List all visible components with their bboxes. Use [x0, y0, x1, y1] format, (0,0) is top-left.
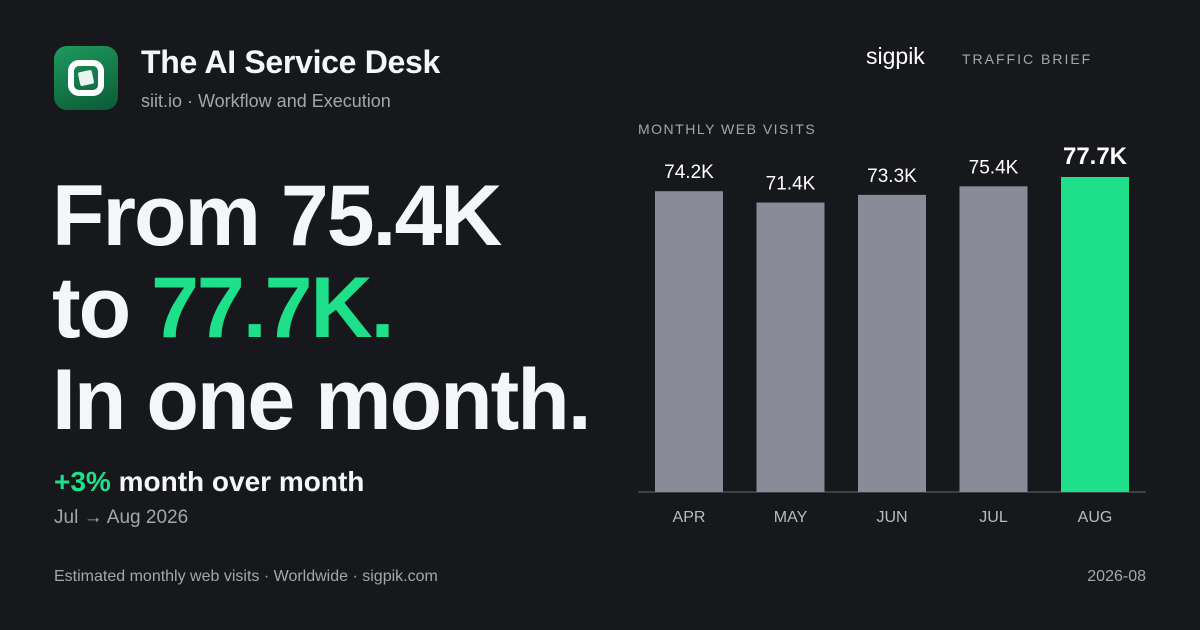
data-label-aug: 77.7K [1063, 143, 1128, 170]
change-text: month over month [110, 466, 365, 497]
tick-label-apr: APR [673, 509, 706, 526]
tick-label-jul: JUL [979, 509, 1008, 526]
chart-title: MONTHLY WEB VISITS [638, 121, 817, 137]
brand-name: sigpik [866, 43, 925, 69]
month-over-month: +3% month over month [54, 466, 364, 498]
data-label-jun: 73.3K [867, 166, 917, 187]
bar-may [756, 202, 825, 493]
headline-line2-accent: 77.7K. [151, 260, 394, 356]
report-type: TRAFFIC BRIEF [962, 51, 1093, 67]
bar-jul [959, 186, 1028, 492]
tick-label-may: MAY [774, 509, 808, 526]
footer-date: 2026-08 [1087, 568, 1146, 585]
app-subtitle: siit.io · Workflow and Execution [141, 91, 391, 111]
bar-jun [858, 194, 926, 493]
siit-logo-icon [54, 46, 118, 110]
headline-line2-prefix: to [52, 260, 152, 356]
data-label-may: 71.4K [766, 174, 816, 195]
headline: From 75.4K to 77.7K. In one month. [52, 168, 592, 448]
tick-label-jun: JUN [876, 509, 907, 526]
headline-line1: From 75.4K [52, 168, 502, 264]
footer-source: Estimated monthly web visits · Worldwide… [54, 568, 438, 585]
bar-aug [1061, 177, 1129, 492]
data-label-apr: 74.2K [664, 162, 714, 183]
headline-line3: In one month. [52, 352, 592, 448]
bar-apr [655, 191, 723, 492]
data-label-jul: 75.4K [969, 157, 1019, 178]
change-period: Jul → Aug 2026 [54, 507, 189, 528]
change-percent: +3% [54, 466, 111, 497]
app-title: The AI Service Desk [141, 44, 441, 80]
tick-label-aug: AUG [1078, 509, 1113, 526]
